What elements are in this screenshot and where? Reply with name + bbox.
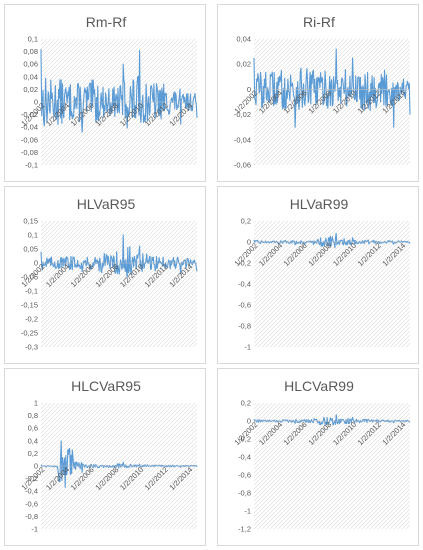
y-tick-label: -0,4: [25, 487, 38, 496]
y-tick-label: -1: [31, 525, 38, 534]
y-tick-label: 0,04: [23, 72, 38, 81]
y-tick-label: -0,2: [25, 474, 38, 483]
y-tick-label: 0,04: [236, 35, 251, 44]
y-tick-label: 0,1: [28, 35, 38, 44]
chart-title: HLVaR99: [290, 196, 349, 212]
y-tick-label: 0: [34, 462, 38, 471]
series-line: [40, 234, 198, 278]
chart-hlcvar99: HLCVaR990,20-0,2-0,4-0,6-0,8-1-1,21/2/20…: [232, 378, 411, 534]
y-tick-label: 0,4: [28, 436, 38, 445]
y-tick-label: 0: [34, 98, 38, 107]
y-tick-label: 0,02: [236, 60, 251, 69]
y-tick-label: -0,15: [21, 301, 38, 310]
y-tick-label: -0,4: [238, 453, 251, 462]
y-tick-label: -0,2: [25, 315, 38, 324]
y-tick-label: -0,1: [25, 287, 38, 296]
chart-panel-rirf: Ri-Rf 0,04 0,02 0 -0,02 -0,04 -0,06 1/2/2002 1/2…: [217, 4, 419, 182]
y-tick-label: 0,06: [23, 60, 38, 69]
y-tick-label: 0,2: [241, 399, 251, 408]
y-tick-label: 0,15: [23, 217, 38, 226]
chart-title: Rm-Rf: [86, 14, 127, 30]
y-tick-label: 0: [247, 238, 251, 247]
y-tick-label: -1,2: [238, 525, 251, 534]
y-tick-label: -0,04: [234, 135, 251, 144]
y-tick-label: 0,02: [23, 85, 38, 94]
plot-area: [254, 403, 410, 529]
chart-rirf: Ri-Rf0,040,020-0,02-0,04-0,061/2/20021/2…: [232, 14, 411, 170]
chart-title: HLVaR95: [77, 196, 136, 212]
chart-hlvar95: HLVaR95 0,15 0,1 0,05 0 -0,05 -0,1 -0,15 -0,2 -0,…: [19, 196, 198, 352]
y-tick-label: 0,8: [28, 411, 38, 420]
y-tick-label: 0,05: [23, 245, 38, 254]
y-tick-label: -0,4: [238, 280, 251, 289]
y-tick-label: -0,04: [21, 123, 38, 132]
chart-title: Ri-Rf: [303, 14, 335, 30]
y-tick-label: -1: [244, 343, 251, 352]
y-tick-label: 0,1: [28, 231, 38, 240]
y-tick-label: 0: [34, 259, 38, 268]
y-tick-label: -0,25: [21, 329, 38, 338]
y-tick-label: -0,6: [238, 471, 251, 480]
chart-panel-rmrf: Rm-Rf 0,1 0,08 0,06 0,04 0,02 0 -0,02 -0,04 -0,06…: [4, 4, 206, 182]
y-tick-label: -0,2: [238, 435, 251, 444]
y-tick-label: -0,8: [238, 489, 251, 498]
chart-panel-hlcvar99: HLCVaR99 0,2 0 -0,2 -0,4 -0,6 -0,8 -1 -1,2 1/2/20…: [217, 368, 419, 546]
y-tick-label: -1: [244, 507, 251, 516]
y-tick-label: 0,2: [28, 449, 38, 458]
y-tick-label: -0,6: [238, 301, 251, 310]
y-tick-label: -0,02: [234, 110, 251, 119]
series-line: [253, 233, 411, 249]
y-tick-label: -0,06: [234, 161, 251, 170]
y-tick-label: -0,8: [25, 512, 38, 521]
y-tick-label: -0,8: [238, 322, 251, 331]
y-tick-label: -0,2: [238, 259, 251, 268]
y-tick-label: 0: [247, 417, 251, 426]
y-tick-label: -0,3: [25, 343, 38, 352]
y-tick-label: 0,2: [241, 217, 251, 226]
y-tick-label: -0,1: [25, 161, 38, 170]
series-line: [253, 48, 411, 128]
chart-hlcvar95: HLCVaR95 1 0,8 0,6 0,4 0,2 0 -0,2 -0,4 -0,6 -0,8 -1…: [19, 378, 198, 534]
chart-panel-hlvar95: HLVaR95 0,15 0,1 0,05 0 -0,05 -0,1 -0,15 -0,2 -0,…: [4, 186, 206, 364]
y-tick-label: 0: [247, 85, 251, 94]
y-tick-label: -0,06: [21, 135, 38, 144]
y-tick-label: -0,02: [21, 110, 38, 119]
y-tick-label: -0,05: [21, 273, 38, 282]
chart-title: HLCVaR95: [71, 378, 141, 394]
y-tick-label: -0,6: [25, 499, 38, 508]
y-tick-label: 0,6: [28, 424, 38, 433]
chart-hlvar99: HLVaR990,20-0,2-0,4-0,6-0,8-11/2/20021/2…: [232, 196, 411, 352]
y-tick-label: -0,08: [21, 148, 38, 157]
chart-panel-hlvar99: HLVaR99 0,2 0 -0,2 -0,4 -0,6 -0,8 -1 1/2/2002 1/2…: [217, 186, 419, 364]
y-tick-label: 0,08: [23, 47, 38, 56]
y-tick-label: 1: [34, 399, 38, 408]
chart-panel-hlcvar95: HLCVaR95 1 0,8 0,6 0,4 0,2 0 -0,2 -0,4 -0,6 -0,8 -1…: [4, 368, 206, 546]
plot-area: [41, 221, 197, 347]
chart-rmrf: Rm-Rf 0,1 0,08 0,06 0,04 0,02 0 -0,02 -0,04 -0,06…: [19, 14, 198, 170]
chart-title: HLCVaR99: [284, 378, 354, 394]
